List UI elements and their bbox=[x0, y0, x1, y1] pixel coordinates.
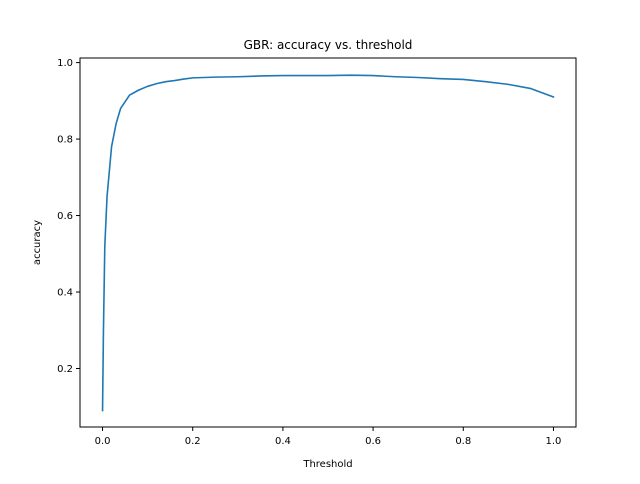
chart-title: GBR: accuracy vs. threshold bbox=[244, 38, 413, 52]
x-tick-label: 0.8 bbox=[455, 436, 471, 447]
x-axis-label: Threshold bbox=[302, 459, 352, 470]
y-tick-label: 1.0 bbox=[57, 58, 73, 69]
y-tick-label: 0.6 bbox=[57, 211, 73, 222]
axes-frame bbox=[79, 57, 577, 428]
x-tick-label: 0.0 bbox=[95, 436, 111, 447]
x-axis: 0.0 0.2 0.4 0.6 0.8 1.0 bbox=[95, 427, 562, 447]
x-tick-label: 0.6 bbox=[365, 436, 381, 447]
y-tick-label: 0.2 bbox=[57, 364, 73, 375]
y-axis: 0.2 0.4 0.6 0.8 1.0 bbox=[57, 58, 80, 375]
x-tick-label: 1.0 bbox=[546, 436, 562, 447]
y-tick-label: 0.8 bbox=[57, 135, 73, 146]
x-tick-label: 0.2 bbox=[185, 436, 201, 447]
accuracy-series-line bbox=[101, 74, 555, 412]
y-tick-label: 0.4 bbox=[57, 288, 73, 299]
x-tick-label: 0.4 bbox=[275, 436, 291, 447]
y-axis-label: accuracy bbox=[32, 220, 43, 265]
plot-area bbox=[101, 74, 555, 412]
